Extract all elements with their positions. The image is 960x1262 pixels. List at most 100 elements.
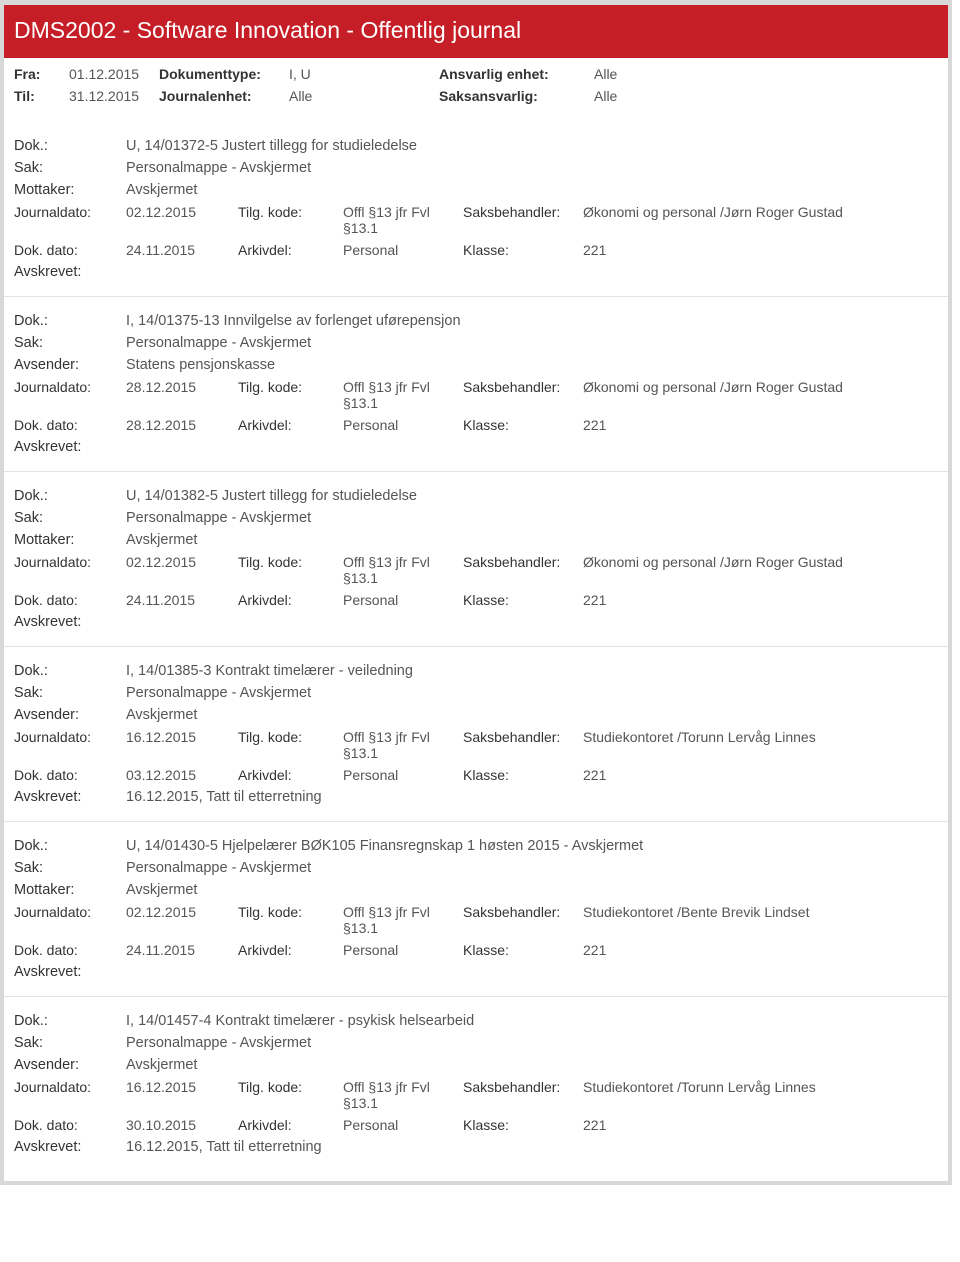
arkivdel-label: Arkivdel: (238, 592, 343, 608)
avskrevet-label: Avskrevet: (14, 264, 126, 280)
journal-entry: Dok.:I, 14/01375-13 Innvilgelse av forle… (4, 296, 948, 471)
tilgkode-label: Tilg. kode: (238, 904, 343, 936)
saksbehandler-value: Økonomi og personal /Jørn Roger Gustad (583, 554, 938, 586)
klasse-label: Klasse: (463, 592, 583, 608)
saksbehandler-value: Økonomi og personal /Jørn Roger Gustad (583, 204, 938, 236)
sak-label: Sak: (14, 685, 126, 701)
sak-label: Sak: (14, 510, 126, 526)
dokdato-value: 28.12.2015 (126, 417, 238, 433)
arkivdel-value: Personal (343, 417, 463, 433)
ansvarlig-label: Ansvarlig enhet: (439, 66, 594, 82)
avskrevet-label: Avskrevet: (14, 614, 126, 630)
tilgkode-value: Offl §13 jfr Fvl §13.1 (343, 1079, 463, 1111)
journaldato-value: 02.12.2015 (126, 204, 238, 236)
doktype-value: I, U (289, 66, 439, 82)
saksbehandler-label: Saksbehandler: (463, 554, 583, 586)
fra-label: Fra: (14, 66, 69, 82)
dokdato-value: 24.11.2015 (126, 242, 238, 258)
sak-value: Personalmappe - Avskjermet (126, 1035, 938, 1051)
klasse-value: 221 (583, 767, 938, 783)
party-label: Avsender: (14, 1057, 126, 1073)
tilgkode-value: Offl §13 jfr Fvl §13.1 (343, 729, 463, 761)
journaldato-value: 02.12.2015 (126, 554, 238, 586)
sak-label: Sak: (14, 160, 126, 176)
party-value: Avskjermet (126, 182, 938, 198)
dok-label: Dok.: (14, 488, 126, 504)
dok-value: I, 14/01385-3 Kontrakt timelærer - veile… (126, 663, 938, 679)
dokdato-label: Dok. dato: (14, 1117, 126, 1133)
journaldato-label: Journaldato: (14, 1079, 126, 1111)
journal-entry: Dok.:U, 14/01382-5 Justert tillegg for s… (4, 471, 948, 646)
dok-value: U, 14/01430-5 Hjelpelærer BØK105 Finansr… (126, 838, 938, 854)
dok-label: Dok.: (14, 838, 126, 854)
sak-label: Sak: (14, 1035, 126, 1051)
dok-label: Dok.: (14, 1013, 126, 1029)
party-label: Mottaker: (14, 532, 126, 548)
arkivdel-value: Personal (343, 1117, 463, 1133)
saksbehandler-label: Saksbehandler: (463, 204, 583, 236)
avskrevet-value: 16.12.2015, Tatt til etterretning (126, 789, 938, 805)
dok-label: Dok.: (14, 313, 126, 329)
party-value: Avskjermet (126, 1057, 938, 1073)
party-value: Avskjermet (126, 882, 938, 898)
dokdato-label: Dok. dato: (14, 767, 126, 783)
party-value: Avskjermet (126, 532, 938, 548)
journal-entry: Dok.:I, 14/01457-4 Kontrakt timelærer - … (4, 996, 948, 1171)
dokdato-value: 03.12.2015 (126, 767, 238, 783)
avskrevet-label: Avskrevet: (14, 439, 126, 455)
sak-label: Sak: (14, 335, 126, 351)
sak-value: Personalmappe - Avskjermet (126, 685, 938, 701)
journaldato-value: 16.12.2015 (126, 729, 238, 761)
avskrevet-label: Avskrevet: (14, 964, 126, 980)
tilgkode-label: Tilg. kode: (238, 204, 343, 236)
tilgkode-value: Offl §13 jfr Fvl §13.1 (343, 204, 463, 236)
party-value: Avskjermet (126, 707, 938, 723)
saksansvarlig-value: Alle (594, 88, 617, 104)
entries-list: Dok.:U, 14/01372-5 Justert tillegg for s… (4, 114, 948, 1181)
doktype-label: Dokumenttype: (159, 66, 289, 82)
arkivdel-value: Personal (343, 242, 463, 258)
journaldato-value: 02.12.2015 (126, 904, 238, 936)
tilgkode-value: Offl §13 jfr Fvl §13.1 (343, 379, 463, 411)
journaldato-label: Journaldato: (14, 904, 126, 936)
dok-value: U, 14/01382-5 Justert tillegg for studie… (126, 488, 938, 504)
saksansvarlig-label: Saksansvarlig: (439, 88, 594, 104)
arkivdel-value: Personal (343, 592, 463, 608)
journal-entry: Dok.:U, 14/01430-5 Hjelpelærer BØK105 Fi… (4, 821, 948, 996)
filter-row-1: Fra: 01.12.2015 Dokumenttype: I, U Ansva… (4, 58, 948, 86)
arkivdel-label: Arkivdel: (238, 767, 343, 783)
avskrevet-value: 16.12.2015, Tatt til etterretning (126, 1139, 938, 1155)
dokdato-value: 30.10.2015 (126, 1117, 238, 1133)
klasse-label: Klasse: (463, 942, 583, 958)
sak-label: Sak: (14, 860, 126, 876)
filter-row-2: Til: 31.12.2015 Journalenhet: Alle Saksa… (4, 86, 948, 114)
sak-value: Personalmappe - Avskjermet (126, 510, 938, 526)
klasse-value: 221 (583, 242, 938, 258)
avskrevet-label: Avskrevet: (14, 789, 126, 805)
dokdato-label: Dok. dato: (14, 592, 126, 608)
arkivdel-value: Personal (343, 767, 463, 783)
sak-value: Personalmappe - Avskjermet (126, 860, 938, 876)
party-label: Mottaker: (14, 182, 126, 198)
ansvarlig-value: Alle (594, 66, 617, 82)
party-label: Avsender: (14, 357, 126, 373)
journalenhet-value: Alle (289, 88, 439, 104)
dokdato-label: Dok. dato: (14, 242, 126, 258)
klasse-value: 221 (583, 592, 938, 608)
dok-value: U, 14/01372-5 Justert tillegg for studie… (126, 138, 938, 154)
party-value: Statens pensjonskasse (126, 357, 938, 373)
til-label: Til: (14, 88, 69, 104)
klasse-value: 221 (583, 1117, 938, 1133)
dokdato-value: 24.11.2015 (126, 942, 238, 958)
saksbehandler-value: Studiekontoret /Torunn Lervåg Linnes (583, 1079, 938, 1111)
journal-page: DMS2002 - Software Innovation - Offentli… (0, 0, 952, 1185)
dok-label: Dok.: (14, 138, 126, 154)
klasse-label: Klasse: (463, 1117, 583, 1133)
dok-label: Dok.: (14, 663, 126, 679)
sak-value: Personalmappe - Avskjermet (126, 160, 938, 176)
dokdato-value: 24.11.2015 (126, 592, 238, 608)
klasse-label: Klasse: (463, 767, 583, 783)
avskrevet-value (126, 614, 938, 630)
fra-value: 01.12.2015 (69, 66, 159, 82)
journaldato-label: Journaldato: (14, 204, 126, 236)
